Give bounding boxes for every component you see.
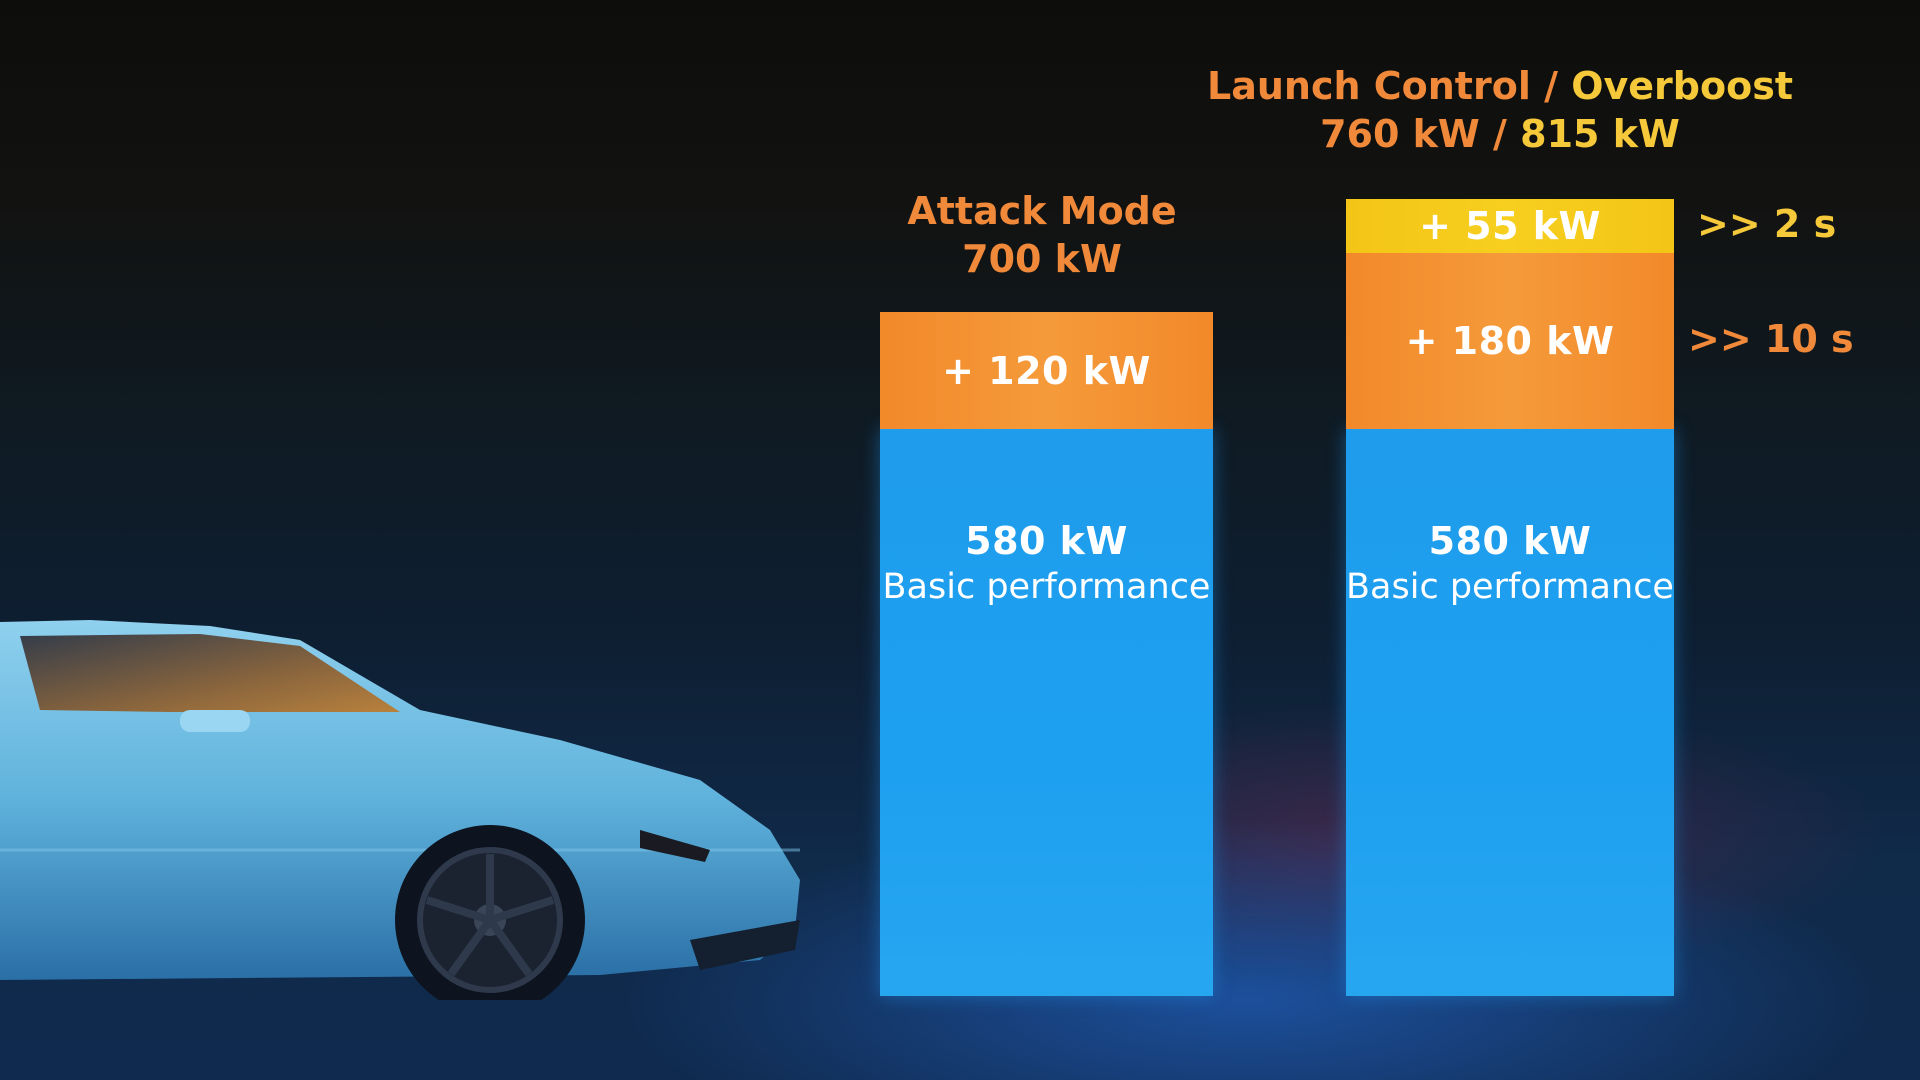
bar1-segment-boost: + 120 kW bbox=[880, 312, 1213, 429]
bar1-boost-value: + 120 kW bbox=[942, 348, 1151, 393]
bar2-title: Launch Control / Overboost 760 kW / 815 … bbox=[1200, 62, 1800, 158]
bar1-segment-basic: 580 kW Basic performance bbox=[880, 429, 1213, 996]
bar1-basic-value: 580 kW bbox=[965, 519, 1128, 563]
bar1-title-text: Attack Mode bbox=[907, 189, 1177, 233]
bar2-total-b: 815 kW bbox=[1520, 112, 1680, 156]
bar1-total: 700 kW bbox=[962, 237, 1122, 281]
bar2-segment-basic: 580 kW Basic performance bbox=[1346, 429, 1674, 996]
bar2-title-a: Launch Control bbox=[1206, 64, 1531, 108]
bar2-segment-launch: + 180 kW bbox=[1346, 253, 1674, 429]
bar2-total-sep: / bbox=[1493, 112, 1507, 156]
car-image bbox=[0, 620, 800, 1000]
bar1-title: Attack Mode 700 kW bbox=[842, 187, 1242, 283]
bar2-segment-overboost: + 55 kW bbox=[1346, 199, 1674, 253]
bar2-overboost-value: + 55 kW bbox=[1419, 204, 1601, 248]
launch-duration: >> 10 s bbox=[1688, 317, 1854, 361]
bar1-basic-sublabel: Basic performance bbox=[882, 567, 1211, 607]
overboost-duration: >> 2 s bbox=[1697, 202, 1837, 246]
bar2-title-sep: / bbox=[1544, 64, 1558, 108]
bar2-title-b: Overboost bbox=[1571, 64, 1793, 108]
bar2-total-a: 760 kW bbox=[1320, 112, 1480, 156]
bar2-basic-sublabel: Basic performance bbox=[1346, 567, 1674, 607]
bar2-basic-value: 580 kW bbox=[1428, 519, 1592, 563]
bar2-launch-value: + 180 kW bbox=[1405, 319, 1615, 363]
